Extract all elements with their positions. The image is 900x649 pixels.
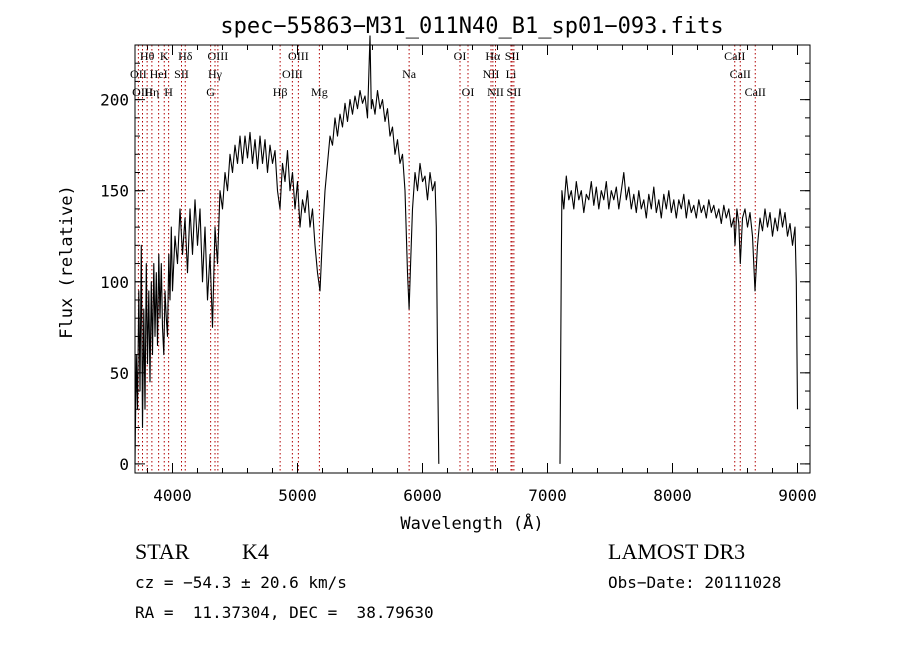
tick-labels: 4000 5000 6000 7000 8000 9000 0 50 100 150 200	[100, 91, 817, 505]
line-label: H	[164, 85, 173, 99]
line-label: OI	[454, 49, 467, 63]
line-label: SII	[505, 49, 520, 63]
y-tick-label: 150	[100, 182, 129, 201]
line-label: G	[206, 85, 215, 99]
x-tick-label: 9000	[778, 486, 817, 505]
line-label: SII	[507, 85, 522, 99]
line-label: OIII	[288, 49, 309, 63]
y-axis-label: Flux (relative)	[57, 185, 77, 339]
line-label: Hγ	[208, 67, 223, 81]
object-subclass: K4	[242, 539, 269, 564]
line-label: OIII	[208, 49, 229, 63]
x-tick-label: 4000	[153, 486, 192, 505]
line-label: Hβ	[273, 85, 288, 99]
spectral-line-markers	[137, 45, 756, 473]
line-label: Hθ	[140, 49, 155, 63]
spectrum-trace	[134, 35, 799, 464]
y-tick-label: 200	[100, 91, 129, 110]
x-tick-label: 8000	[653, 486, 692, 505]
line-label: Hη	[144, 85, 159, 99]
x-tick-label: 5000	[278, 486, 317, 505]
y-tick-label: 100	[100, 273, 129, 292]
sky-coordinates: RA = 11.37304, DEC = 38.79630	[135, 603, 434, 622]
line-label: CaII	[724, 49, 745, 63]
redshift-velocity: cz = −54.3 ± 20.6 km/s	[135, 573, 347, 592]
line-label: Hα	[485, 49, 501, 63]
plot-frame	[134, 44, 811, 474]
line-label: OII	[130, 67, 147, 81]
line-label: SII	[174, 67, 189, 81]
line-label: Na	[402, 67, 417, 81]
spectrum-segment	[134, 35, 440, 464]
y-tick-label: 0	[119, 455, 129, 474]
line-label: CaII	[745, 85, 766, 99]
x-axis-label: Wavelength (Å)	[400, 512, 543, 534]
major-ticks	[135, 45, 810, 473]
line-label: OI	[462, 85, 475, 99]
line-label: NII	[487, 85, 504, 99]
chart-title: spec−55863−M31_011N40_B1_sp01−093.fits	[220, 14, 723, 39]
object-class: STAR	[135, 539, 190, 564]
y-tick-label: 50	[110, 364, 129, 383]
line-label: CaII	[730, 67, 751, 81]
survey-name: LAMOST DR3	[608, 539, 746, 564]
spectrum-segment	[559, 171, 799, 464]
observation-date: Obs−Date: 20111028	[608, 573, 782, 592]
x-tick-label: 6000	[403, 486, 442, 505]
x-tick-label: 7000	[528, 486, 567, 505]
line-label: K	[160, 49, 169, 63]
line-label: OIII	[282, 67, 303, 81]
line-label: HeI	[150, 67, 168, 81]
line-label: Hδ	[178, 49, 193, 63]
line-label: Li	[506, 67, 517, 81]
line-label: NII	[483, 67, 500, 81]
line-label: Mg	[311, 85, 328, 99]
minor-ticks	[135, 44, 810, 473]
line-label: OIII	[132, 85, 153, 99]
